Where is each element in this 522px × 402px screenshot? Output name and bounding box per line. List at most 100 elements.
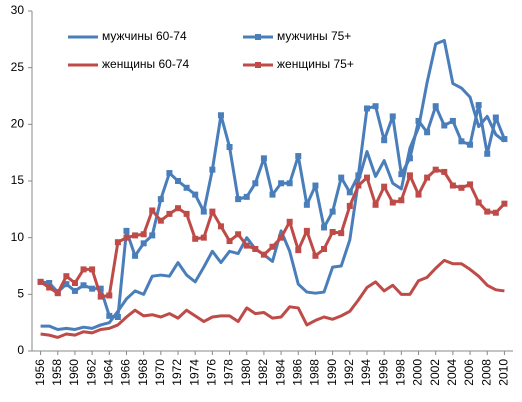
marker — [217, 223, 224, 230]
x-tick-label: 1996 — [376, 359, 390, 386]
x-tick-label: 1974 — [187, 359, 201, 386]
marker — [484, 150, 491, 157]
y-tick-label: 20 — [11, 117, 25, 131]
marker — [492, 209, 499, 216]
marker — [166, 210, 173, 217]
marker — [278, 234, 285, 241]
marker — [363, 105, 370, 112]
marker — [303, 201, 310, 208]
marker — [63, 281, 70, 288]
marker — [226, 238, 233, 245]
marker — [89, 285, 96, 292]
series-line — [40, 258, 505, 339]
x-tick-label: 1966 — [119, 359, 133, 386]
marker — [71, 280, 78, 286]
marker — [381, 137, 388, 144]
y-tick-label: 10 — [11, 230, 25, 244]
marker — [149, 207, 156, 214]
marker — [278, 180, 285, 187]
y-tick-label: 25 — [11, 60, 25, 74]
marker — [37, 278, 44, 285]
marker — [321, 246, 328, 252]
marker — [381, 183, 388, 190]
marker — [398, 197, 405, 204]
marker — [252, 246, 259, 252]
marker — [175, 178, 182, 184]
marker — [415, 117, 422, 124]
marker — [329, 208, 336, 215]
marker — [363, 174, 370, 181]
marker — [467, 141, 474, 148]
marker — [312, 182, 319, 189]
marker — [209, 166, 216, 173]
marker — [123, 234, 130, 241]
marker — [200, 208, 207, 215]
marker — [338, 230, 345, 237]
marker — [484, 208, 491, 215]
marker — [295, 153, 302, 160]
marker — [501, 200, 508, 207]
marker — [54, 290, 61, 297]
marker — [63, 273, 70, 280]
x-tick-label: 2004 — [445, 359, 459, 386]
x-tick-label: 2008 — [479, 359, 493, 386]
marker — [269, 243, 276, 250]
marker — [398, 171, 405, 178]
marker — [89, 266, 96, 273]
marker — [260, 251, 267, 258]
legend-label: мужчины 60-74 — [102, 29, 187, 43]
marker — [80, 282, 87, 289]
marker — [123, 227, 130, 234]
marker — [432, 103, 439, 110]
marker — [71, 287, 78, 294]
marker — [235, 196, 242, 203]
marker — [132, 252, 139, 259]
marker — [312, 252, 319, 259]
marker — [260, 155, 267, 162]
marker — [415, 191, 422, 198]
marker — [424, 174, 431, 181]
marker — [372, 103, 379, 110]
marker — [157, 217, 164, 224]
marker — [46, 284, 53, 291]
marker — [209, 208, 216, 215]
marker — [286, 218, 293, 225]
marker — [389, 113, 396, 120]
x-tick-label: 1972 — [170, 359, 184, 386]
marker — [467, 181, 474, 188]
y-tick-label: 0 — [17, 343, 24, 357]
x-tick-label: 2000 — [411, 359, 425, 386]
marker — [338, 174, 345, 181]
marker — [346, 202, 353, 209]
legend-marker — [255, 62, 261, 68]
marker — [183, 184, 190, 191]
x-tick-label: 1968 — [136, 359, 150, 386]
marker — [475, 102, 482, 109]
x-tick-label: 1960 — [67, 359, 81, 386]
x-tick-label: 1988 — [308, 359, 322, 386]
legend-label: мужчины 75+ — [277, 29, 351, 43]
x-tick-label: 1956 — [33, 359, 47, 386]
marker — [192, 235, 199, 242]
x-tick-label: 1984 — [273, 359, 287, 386]
y-tick-label: 5 — [17, 287, 24, 301]
x-tick-label: 1990 — [325, 359, 339, 386]
marker — [175, 205, 182, 212]
marker — [329, 229, 336, 235]
legend-label: женщины 75+ — [277, 57, 354, 71]
marker — [355, 182, 362, 189]
marker — [321, 224, 328, 231]
x-tick-label: 1980 — [239, 359, 253, 386]
marker — [46, 280, 53, 286]
marker — [501, 136, 508, 143]
x-tick-label: 1964 — [101, 359, 115, 386]
x-tick-label: 1970 — [153, 359, 167, 386]
marker — [355, 172, 362, 179]
marker — [372, 201, 379, 208]
marker — [295, 247, 302, 254]
marker — [441, 122, 448, 129]
marker — [192, 191, 199, 198]
marker — [243, 193, 250, 200]
marker — [449, 182, 456, 189]
